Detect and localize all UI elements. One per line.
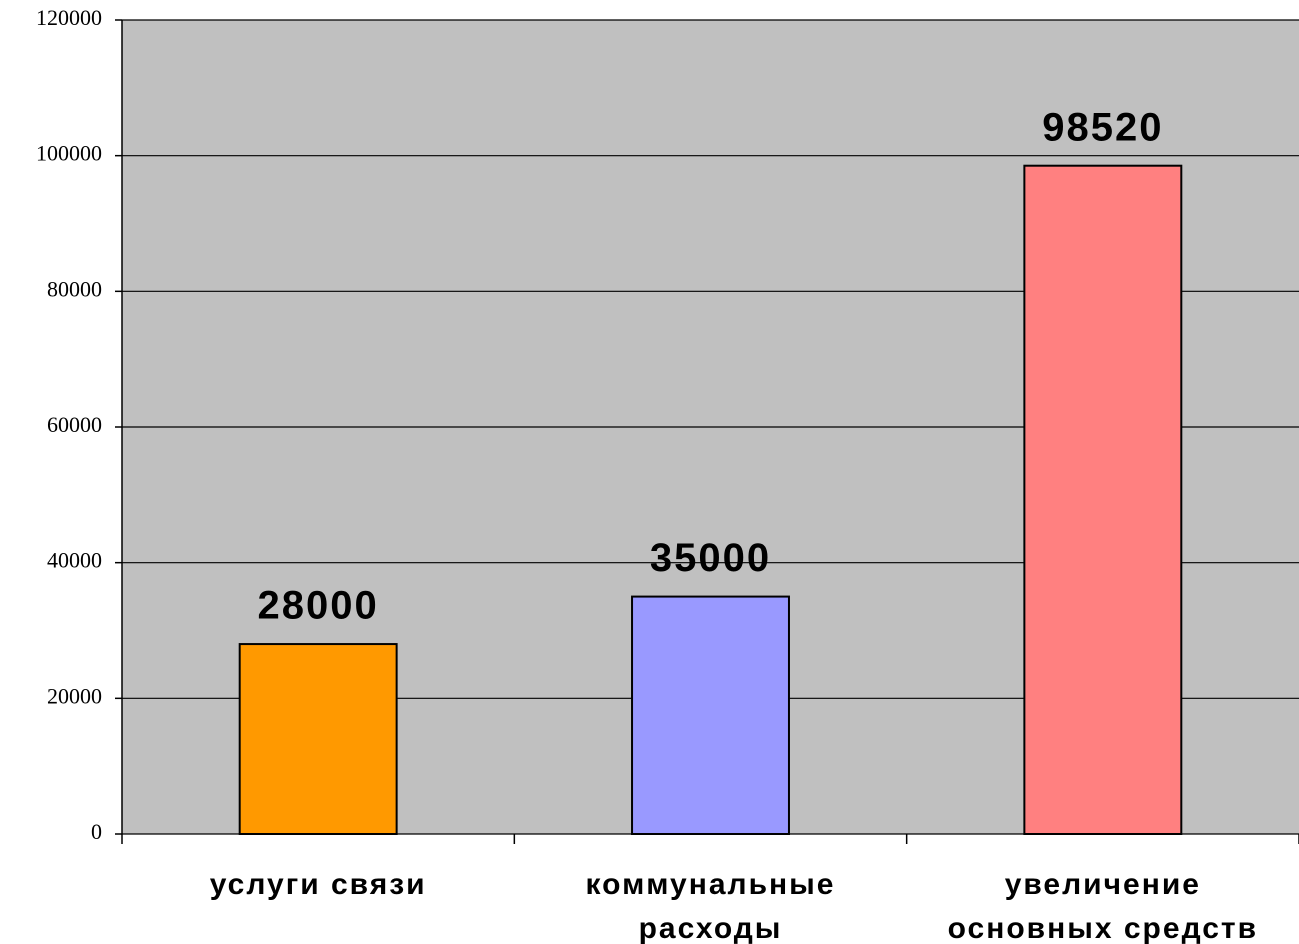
y-tick-label: 120000 [36, 5, 102, 30]
y-tick-label: 80000 [47, 276, 102, 301]
y-tick-label: 60000 [47, 412, 102, 437]
y-tick-label: 100000 [36, 141, 102, 166]
y-tick-label: 0 [91, 819, 102, 844]
bar [1023, 164, 1183, 835]
bar [631, 595, 790, 835]
x-tick-label: увеличение основных средств [948, 868, 1258, 944]
value-label: 35000 [650, 536, 771, 580]
bar [238, 643, 398, 835]
y-tick-label: 20000 [47, 683, 102, 708]
x-tick-label: коммунальные расходы [586, 868, 836, 944]
y-tick-label: 40000 [47, 548, 102, 573]
value-label: 98520 [1042, 105, 1163, 149]
value-label: 28000 [258, 584, 379, 628]
x-tick-label: услуги связи [210, 868, 427, 901]
